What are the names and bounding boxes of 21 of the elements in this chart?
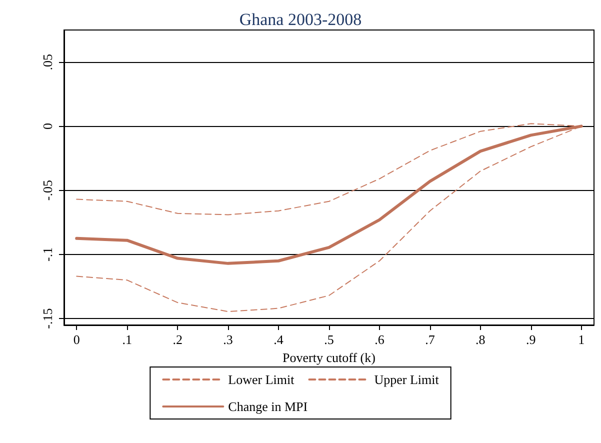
x-tick-label: .8 [476, 332, 486, 347]
legend-label: Upper Limit [374, 372, 440, 387]
x-tick-label: .6 [374, 332, 385, 347]
x-tick-label: .1 [122, 332, 132, 347]
x-tick-label: .5 [324, 332, 334, 347]
x-tick-label: .3 [223, 332, 233, 347]
x-axis-title: Poverty cutoff (k) [282, 350, 376, 365]
y-tick-label: -.15 [40, 308, 55, 329]
y-tick-label: .05 [40, 54, 55, 70]
x-tick-label: 0 [73, 332, 80, 347]
x-tick-label: .9 [526, 332, 536, 347]
x-tick-label: .4 [274, 332, 284, 347]
y-tick-label: -.05 [40, 180, 55, 201]
x-tick-label: .7 [425, 332, 436, 347]
legend-label: Change in MPI [228, 399, 308, 414]
x-tick-label: .2 [172, 332, 182, 347]
y-tick-label: 0 [40, 122, 55, 130]
y-tick-label: -.1 [40, 247, 55, 262]
legend-label: Lower Limit [228, 372, 295, 387]
x-tick-label: 1 [578, 332, 585, 347]
chart-title: Ghana 2003-2008 [239, 10, 362, 29]
